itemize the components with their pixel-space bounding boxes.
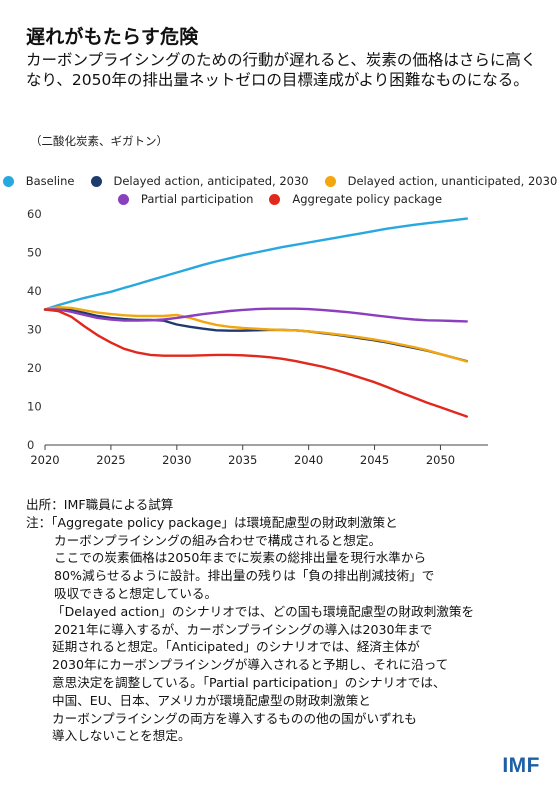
legend-swatch-icon (2, 175, 14, 187)
series-line-aggregate-policy-package (43, 308, 468, 418)
legend-label: Baseline (25, 174, 75, 188)
legend-item-delayed-anticipated: Delayed action, anticipated, 2030 (90, 174, 309, 188)
note-line: 導入しないことを想定。 (52, 728, 191, 744)
legend-item-delayed-unanticipated: Delayed action, unanticipated, 2030 (324, 174, 558, 188)
source-note: 出所：IMF職員による試算 (26, 497, 174, 512)
chart-subtitle: カーボンプライシングのための行動が遅れると、炭素の価格はさらに高くなり、2050… (26, 51, 537, 89)
note-line: ここでの炭素価格は2050年までに炭素の総排出量を現行水準から (54, 550, 427, 566)
legend: Baseline Delayed action, anticipated, 20… (0, 172, 560, 208)
x-tick-label: 2020 (30, 453, 59, 467)
legend-swatch-icon (90, 175, 102, 187)
note-line: 「Delayed action」のシナリオでは、どの国も環境配慮型の財政刺激策を (52, 603, 475, 619)
note-line: カーボンプライシングの両方を導入するものの他の国がいずれも (52, 710, 417, 726)
y-tick-label: 60 (27, 207, 42, 221)
note-line: カーボンプライシングの組み合わせで構成されると想定。 (54, 532, 382, 548)
legend-row-2: Partial participation Aggregate policy p… (0, 190, 560, 208)
x-tick-label: 2040 (294, 453, 323, 467)
legend-label: Partial participation (140, 192, 254, 206)
note-line: 吸収できると想定している。 (54, 585, 218, 601)
series-line-partial-participation (43, 307, 468, 323)
legend-item-aggregate: Aggregate policy package (269, 192, 442, 206)
note-line: 2021年に導入するが、カーボンプライシングの導入は2030年まで (54, 621, 433, 637)
legend-swatch-icon (269, 193, 281, 205)
note-line: 延期されると想定。「Anticipated」のシナリオでは、経済主体が (52, 639, 420, 655)
note-line: 意思決定を調整している。「Partial participation」のシナリオ… (52, 674, 446, 690)
legend-label: Delayed action, unanticipated, 2030 (347, 174, 558, 188)
series-line-delayed-action-unanticipated-2030 (43, 305, 468, 363)
y-tick-label: 20 (27, 361, 42, 375)
legend-item-partial: Partial participation (117, 192, 254, 206)
notes-section: 出所：IMF職員による試算 注：「Aggregate policy packag… (26, 496, 546, 745)
x-tick-label: 2050 (426, 453, 455, 467)
y-tick-label: 40 (27, 284, 42, 298)
legend-swatch-icon (117, 193, 129, 205)
note-line: 80%減らせるように設計。排出量の残りは「負の排出削減技術」で (54, 568, 435, 584)
series-line-delayed-action-anticipated-2030 (43, 307, 468, 363)
note-line: 中国、EU、日本、アメリカが環境配慮型の財政刺激策と (52, 692, 371, 708)
note-line: 2030年にカーボンプライシングが導入されると予期し、それに沿って (52, 657, 449, 673)
note-line: 注：「Aggregate policy package」は環境配慮型の財政刺激策… (26, 514, 398, 530)
y-tick-label: 30 (27, 323, 42, 337)
x-tick-label: 2025 (96, 453, 125, 467)
x-tick-label: 2045 (360, 453, 389, 467)
legend-label: Aggregate policy package (292, 192, 443, 206)
units-label: （二酸化炭素、ギガトン） (30, 134, 168, 148)
y-tick-label: 50 (27, 246, 42, 260)
y-tick-label: 0 (27, 438, 34, 452)
chart-title: 遅れがもたらす危険 (26, 26, 199, 48)
legend-item-baseline: Baseline (2, 174, 75, 188)
y-tick-label: 10 (27, 400, 42, 414)
series-line-baseline (43, 217, 468, 311)
legend-row-1: Baseline Delayed action, anticipated, 20… (0, 172, 560, 190)
legend-label: Delayed action, anticipated, 2030 (113, 174, 309, 188)
x-tick-label: 2030 (162, 453, 191, 467)
imf-logo: IMF (502, 754, 540, 777)
legend-swatch-icon (324, 175, 336, 187)
x-tick-label: 2035 (228, 453, 257, 467)
